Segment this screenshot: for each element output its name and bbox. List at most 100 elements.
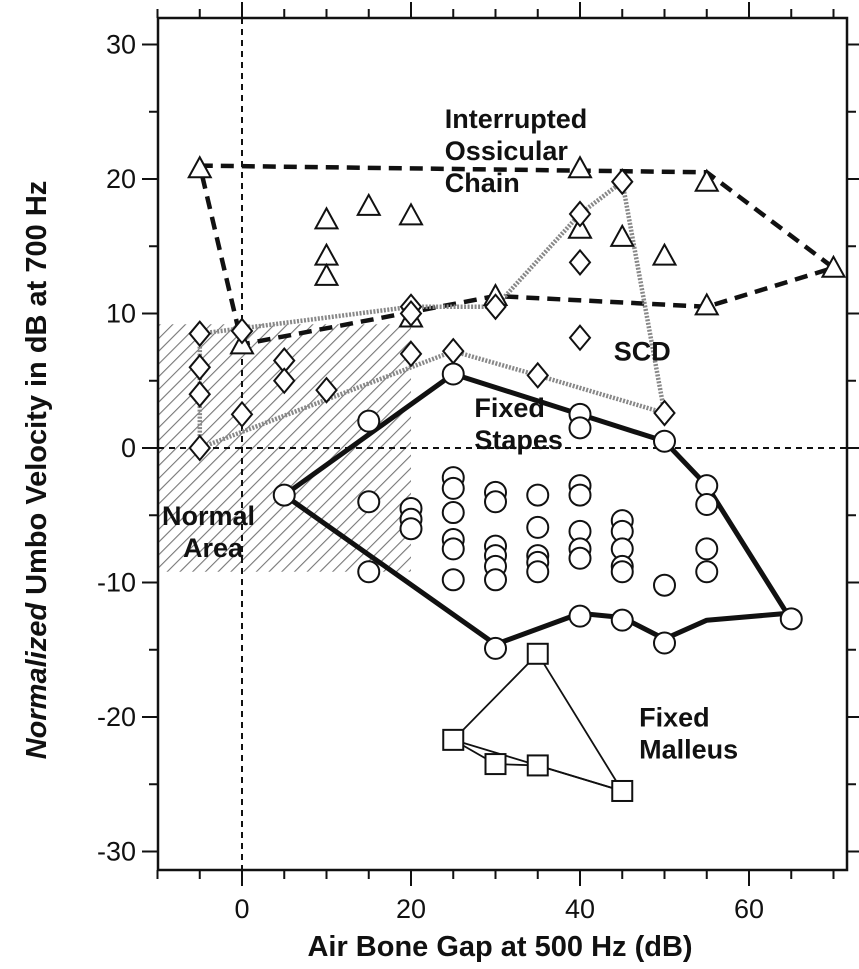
stapes-point-19 (484, 568, 507, 592)
data-points (187, 155, 847, 802)
ioc-label-line-1: Ossicular (445, 136, 569, 166)
scd-point-2 (188, 380, 212, 408)
annotations: Air Bone Gap at 500 Hz (dB) Normalized Um… (21, 104, 738, 963)
stapes-point-6 (399, 517, 423, 541)
ioc-point-14 (694, 292, 720, 316)
scd-point-11 (399, 340, 423, 368)
y-tick-label--30: -30 (97, 837, 136, 867)
malleus-label-line-1: Malleus (639, 734, 738, 764)
y-tick-label-20: 20 (106, 164, 136, 194)
ioc-point-3 (313, 242, 340, 266)
axes: 0 20 40 60 -30 -20 -10 0 10 20 30 (97, 2, 859, 924)
y-axis-title-rest: Umbo Velocity in dB at 700 Hz (21, 181, 53, 603)
y-axis-title-italic: Normalized (21, 602, 53, 760)
scd-point-7 (272, 367, 296, 395)
x-tick-label-20: 20 (396, 894, 426, 924)
scd-point-5 (230, 400, 254, 428)
y-tick-label-10: 10 (106, 299, 136, 329)
scd-point-19 (653, 399, 676, 427)
scd-point-1 (188, 353, 212, 381)
stapes-point-47 (779, 607, 803, 631)
y-axis-title: Normalized Umbo Velocity in dB at 700 Hz (21, 181, 53, 760)
stapes-label-line-1: Stapes (474, 425, 563, 455)
stapes-point-15 (484, 490, 507, 514)
normal-area-label-line-0: Normal (162, 501, 255, 531)
stapes-point-27 (568, 416, 592, 440)
ioc-point-5 (356, 192, 382, 216)
ioc-point-2 (313, 206, 340, 230)
stapes-point-29 (568, 483, 592, 507)
stapes-point-7 (441, 362, 465, 386)
stapes-point-41 (653, 573, 676, 597)
stapes-point-12 (441, 537, 465, 561)
ioc-point-12 (651, 242, 678, 266)
malleus-segment-2 (537, 764, 623, 792)
scd-point-4 (230, 317, 254, 345)
stapes-point-42 (653, 631, 676, 655)
stapes-point-9 (441, 476, 465, 500)
ioc-point-0 (187, 155, 213, 179)
ioc-point-4 (313, 262, 340, 286)
scd-point-3 (188, 434, 212, 462)
y-tick-label-30: 30 (106, 30, 136, 60)
plot-frame (156, 16, 849, 872)
scd-label-line-0: SCD (614, 337, 671, 367)
y-tick-label--10: -10 (97, 568, 136, 598)
scd-point-17 (568, 324, 592, 352)
reference-lines (158, 18, 847, 870)
ioc-point-6 (398, 202, 424, 226)
stapes-point-39 (610, 608, 634, 632)
scd-point-16 (568, 248, 592, 276)
stapes-point-20 (484, 636, 507, 660)
malleus-point-3 (526, 642, 549, 665)
y-tick-label-0: 0 (121, 433, 136, 463)
scd-point-13 (484, 293, 507, 321)
stapes-point-21 (526, 483, 550, 507)
stapes-point-45 (695, 537, 719, 561)
stapes-point-38 (610, 560, 634, 584)
stapes-label-line-0: Fixed (474, 393, 545, 423)
normal-area-label: Normal Area (162, 501, 255, 563)
stapes-point-10 (441, 501, 465, 525)
scd-point-15 (568, 200, 592, 228)
stapes-point-1 (357, 409, 381, 433)
ioc-point-13 (694, 168, 720, 192)
scd-point-0 (188, 320, 212, 348)
normal-area-label-line-1: Area (183, 533, 244, 563)
malleus-point-4 (611, 779, 634, 802)
ioc-label-line-0: Interrupted (445, 104, 588, 134)
scd-label: SCD (614, 337, 671, 367)
stapes-point-44 (695, 492, 719, 516)
ioc-point-15 (820, 254, 847, 278)
malleus-point-1 (484, 753, 507, 776)
malleus-label-line-0: Fixed (639, 702, 710, 732)
x-tick-label-40: 40 (565, 894, 595, 924)
stapes-point-46 (695, 560, 719, 584)
ioc-label-line-2: Chain (445, 168, 520, 198)
scd-point-8 (315, 376, 338, 404)
stapes-point-32 (568, 546, 592, 570)
stapes-point-40 (653, 429, 676, 453)
y-tick-label--20: -20 (97, 702, 136, 732)
stapes-point-0 (272, 483, 296, 507)
stapes-point-13 (441, 568, 465, 592)
scd-point-18 (610, 168, 634, 196)
stapes-point-25 (526, 560, 550, 584)
scd-point-12 (441, 337, 465, 365)
x-axis-title: Air Bone Gap at 500 Hz (dB) (307, 931, 692, 963)
ioc-point-11 (609, 223, 635, 247)
stapes-point-2 (357, 490, 381, 514)
stapes-outline (282, 371, 790, 647)
ioc-point-10 (567, 215, 593, 239)
malleus-point-2 (526, 754, 549, 777)
malleus-point-0 (442, 728, 465, 751)
stapes-point-22 (526, 515, 550, 539)
ioc-label: Interrupted Ossicular Chain (445, 104, 588, 198)
ioc-point-9 (567, 155, 593, 179)
scd-point-10 (399, 299, 423, 328)
stapes-point-33 (568, 604, 592, 628)
x-tick-label-0: 0 (234, 894, 249, 924)
scd-point-14 (526, 361, 550, 389)
stapes-point-3 (357, 560, 381, 584)
